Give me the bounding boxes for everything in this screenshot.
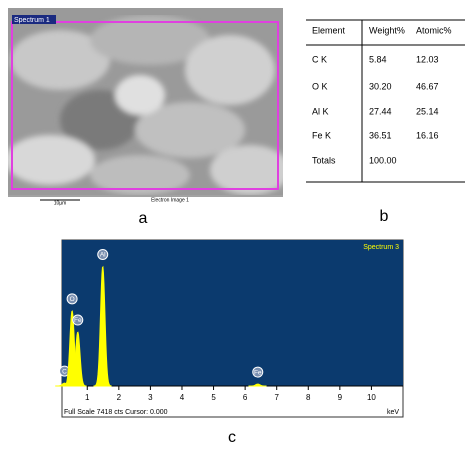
table-cell: 30.20 — [369, 81, 392, 91]
table-cell: C K — [312, 54, 327, 64]
table-cell: Al K — [312, 106, 329, 116]
table-cell: 36.51 — [369, 130, 392, 140]
image-caption: Electron Image 1 — [151, 197, 189, 203]
table-cell: Totals — [312, 155, 336, 165]
table-cell: 100.00 — [369, 155, 397, 165]
table-cell: 46.67 — [416, 81, 439, 91]
image-label: Spectrum 1 — [14, 17, 50, 24]
x-tick-label: 9 — [338, 393, 343, 402]
table-cell: 25.14 — [416, 106, 439, 116]
figure: Spectrum 1 10µm Electron Image 1 a b Spe… — [0, 0, 467, 449]
x-tick-label: 1 — [85, 393, 90, 402]
sem-image: Spectrum 1 — [5, 8, 290, 195]
table-cell: 12.03 — [416, 54, 439, 64]
table-header: Weight% — [369, 25, 405, 35]
x-tick-label: 2 — [117, 393, 122, 402]
peak-label: C — [62, 368, 67, 375]
table-cell: 27.44 — [369, 106, 392, 116]
peak-label: Fe — [74, 317, 82, 324]
panel-label: c — [228, 429, 236, 446]
x-tick-label: 4 — [180, 393, 185, 402]
x-tick-label: 5 — [211, 393, 216, 402]
table-cell: O K — [312, 81, 328, 91]
x-tick-label: 3 — [148, 393, 153, 402]
x-tick-label: 10 — [367, 393, 376, 402]
x-tick-label: 7 — [274, 393, 279, 402]
spectrum-title: Spectrum 3 — [363, 244, 399, 251]
footer: Full Scale 7418 cts Cursor: 0.000 — [64, 409, 168, 416]
x-tick-label: 6 — [243, 393, 248, 402]
x-tick-label: 8 — [306, 393, 311, 402]
scale-text: 10µm — [54, 200, 67, 206]
x-unit: keV — [387, 409, 399, 416]
table-cell: 5.84 — [369, 54, 387, 64]
peak-label: O — [70, 296, 75, 303]
table-cell: 16.16 — [416, 130, 439, 140]
spectrum-plot — [62, 240, 403, 386]
peak-label: Al — [100, 252, 106, 259]
panel-label: b — [380, 208, 389, 225]
table-cell: Fe K — [312, 130, 331, 140]
table-header: Atomic% — [416, 25, 452, 35]
panel-label: a — [139, 210, 148, 227]
table-header: Element — [312, 25, 346, 35]
peak-label: Fe — [254, 369, 262, 376]
